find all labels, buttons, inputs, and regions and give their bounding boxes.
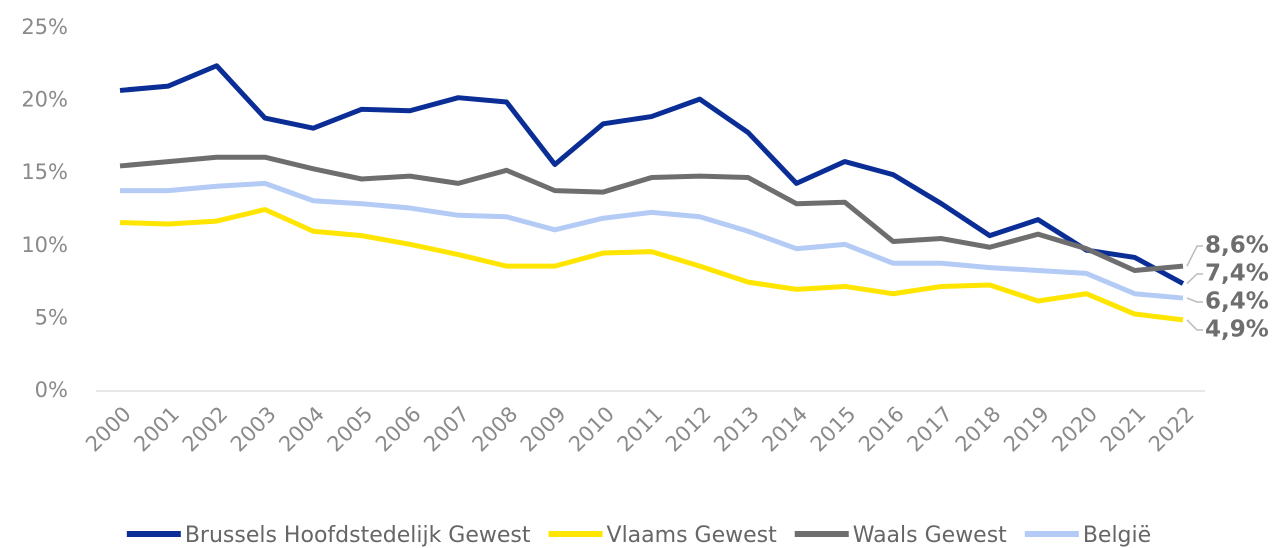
- y-tick-label: 0%: [35, 378, 68, 402]
- y-tick-label: 5%: [35, 305, 68, 329]
- legend-label: Brussels Hoofdstedelijk Gewest: [185, 523, 531, 548]
- end-label: 8,6%: [1205, 233, 1269, 259]
- x-tick-label: 2007: [419, 402, 474, 457]
- x-tick-label: 2005: [323, 402, 378, 457]
- end-label: 4,9%: [1205, 317, 1269, 343]
- x-tick-label: 2015: [806, 402, 861, 457]
- end-label: 7,4%: [1205, 261, 1269, 287]
- x-tick-label: 2019: [999, 402, 1054, 457]
- legend-label: Vlaams Gewest: [607, 523, 778, 548]
- x-tick-label: 2016: [854, 402, 909, 457]
- x-tick-label: 2017: [902, 402, 957, 457]
- x-tick-label: 2012: [661, 402, 716, 457]
- y-tick-label: 10%: [21, 233, 68, 257]
- series-line: [119, 63, 1185, 286]
- end-label: 6,4%: [1205, 289, 1269, 315]
- x-tick-label: 2009: [516, 402, 571, 457]
- x-tick-label: 2010: [564, 402, 619, 457]
- x-tick-label: 2002: [178, 402, 233, 457]
- x-tick-label: 2004: [274, 402, 329, 457]
- label-leader: [1186, 319, 1203, 331]
- x-tick-label: 2000: [81, 402, 136, 457]
- y-tick-label: 25%: [21, 15, 68, 39]
- x-tick-label: 2003: [226, 402, 281, 457]
- x-tick-label: 2006: [371, 402, 426, 457]
- legend-label: België: [1083, 523, 1151, 548]
- series-line: [119, 154, 1184, 273]
- x-tick-label: 2008: [468, 402, 523, 457]
- label-leader: [1186, 273, 1203, 285]
- legend-label: Waals Gewest: [853, 523, 1007, 548]
- x-tick-label: 2001: [129, 402, 184, 457]
- x-tick-label: 2020: [1047, 402, 1102, 457]
- y-tick-label: 15%: [21, 160, 68, 184]
- x-tick-label: 2014: [757, 402, 812, 457]
- series-line: [119, 207, 1184, 323]
- label-leader: [1186, 297, 1203, 303]
- x-tick-label: 2011: [613, 402, 668, 457]
- x-tick-label: 2021: [1096, 402, 1151, 457]
- x-tick-label: 2018: [951, 402, 1006, 457]
- x-tick-label: 2013: [709, 402, 764, 457]
- label-leader: [1186, 245, 1203, 267]
- x-tick-label: 2022: [1144, 402, 1199, 457]
- series-line: [120, 180, 1184, 301]
- y-tick-label: 20%: [21, 88, 68, 112]
